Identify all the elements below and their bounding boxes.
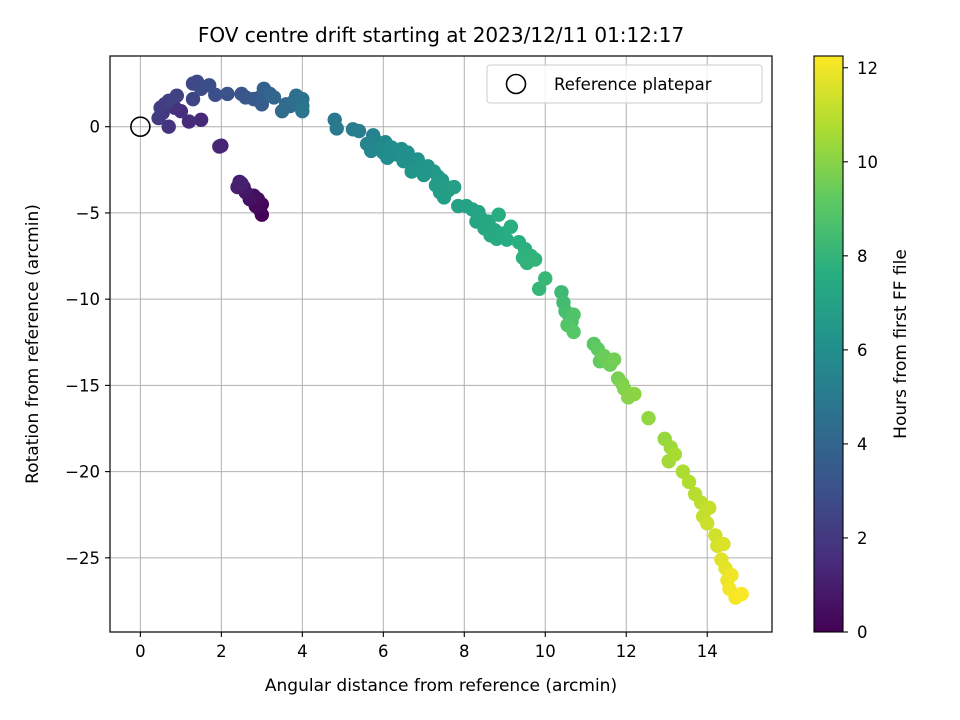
legend-marker-icon	[505, 73, 527, 95]
data-point	[234, 176, 249, 191]
x-tick-label: 14	[697, 642, 718, 661]
data-point	[734, 586, 749, 602]
data-point	[700, 516, 715, 531]
x-axis: 0 2 4 6 8 10 12 14	[135, 632, 718, 661]
data-point	[681, 474, 697, 490]
colorbar-tick-label: 10	[857, 153, 878, 172]
y-axis: 0 −5 −10 −15 −20 −25	[65, 118, 110, 568]
data-point	[627, 386, 642, 402]
x-tick-label: 8	[459, 642, 470, 661]
data-point	[641, 410, 656, 426]
data-point	[538, 271, 553, 286]
legend-entry-reference: Reference platepar	[554, 75, 712, 94]
data-point	[329, 121, 344, 136]
data-point	[446, 179, 462, 195]
y-tick-label: −20	[65, 463, 100, 482]
y-tick-label: −25	[65, 549, 100, 568]
y-tick-label: −10	[65, 290, 100, 309]
data-point	[351, 123, 367, 139]
x-axis-label: Angular distance from reference (arcmin)	[265, 676, 617, 696]
data-point	[169, 88, 185, 103]
data-point	[161, 119, 176, 134]
data-point	[212, 139, 227, 154]
reference-marker	[130, 116, 151, 138]
x-tick-label: 6	[378, 642, 389, 661]
data-point	[181, 114, 197, 129]
colorbar-tick-label: 0	[857, 623, 868, 642]
x-tick-label: 2	[216, 642, 227, 661]
data-point	[220, 86, 235, 102]
data-points	[151, 74, 749, 605]
data-point	[527, 252, 543, 267]
data-point	[606, 352, 622, 367]
data-point	[295, 103, 310, 119]
x-tick-label: 4	[297, 642, 308, 661]
x-tick-label: 0	[135, 642, 146, 661]
chart-title: FOV centre drift starting at 2023/12/11 …	[198, 23, 684, 47]
colorbar-tick-label: 12	[857, 59, 878, 78]
data-point	[208, 87, 223, 103]
data-point	[724, 567, 739, 583]
legend-box	[486, 64, 763, 104]
data-point	[702, 500, 717, 516]
colorbar-tick-label: 6	[857, 341, 868, 360]
reference-point	[130, 116, 151, 138]
data-point	[667, 447, 683, 462]
data-point	[491, 207, 506, 222]
data-point	[566, 324, 581, 340]
colorbar: 0 2 4 6 8 10 12 Hours from first FF file	[813, 55, 911, 642]
y-tick-label: −5	[76, 204, 100, 223]
x-tick-label: 12	[616, 642, 637, 661]
colorbar-ticks: 0 2 4 6 8 10 12	[843, 59, 878, 642]
plot-area-frame	[109, 55, 773, 633]
colorbar-tick-label: 8	[857, 247, 868, 266]
data-point	[185, 91, 201, 107]
colorbar-tick-label: 4	[857, 435, 868, 454]
y-axis-label: Rotation from reference (arcmin)	[23, 204, 43, 484]
y-tick-label: −15	[65, 376, 100, 395]
y-tick-label: 0	[90, 118, 101, 137]
colorbar-tick-label: 2	[857, 529, 868, 548]
data-point	[266, 90, 282, 105]
data-point	[404, 164, 419, 179]
legend: Reference platepar	[486, 64, 763, 104]
x-tick-label: 10	[535, 642, 556, 661]
grid-lines	[110, 56, 772, 632]
colorbar-gradient	[813, 55, 844, 633]
data-point	[499, 232, 514, 247]
data-point	[503, 219, 519, 234]
data-point	[193, 112, 209, 128]
data-point	[716, 536, 731, 552]
colorbar-label: Hours from first FF file	[891, 249, 911, 439]
